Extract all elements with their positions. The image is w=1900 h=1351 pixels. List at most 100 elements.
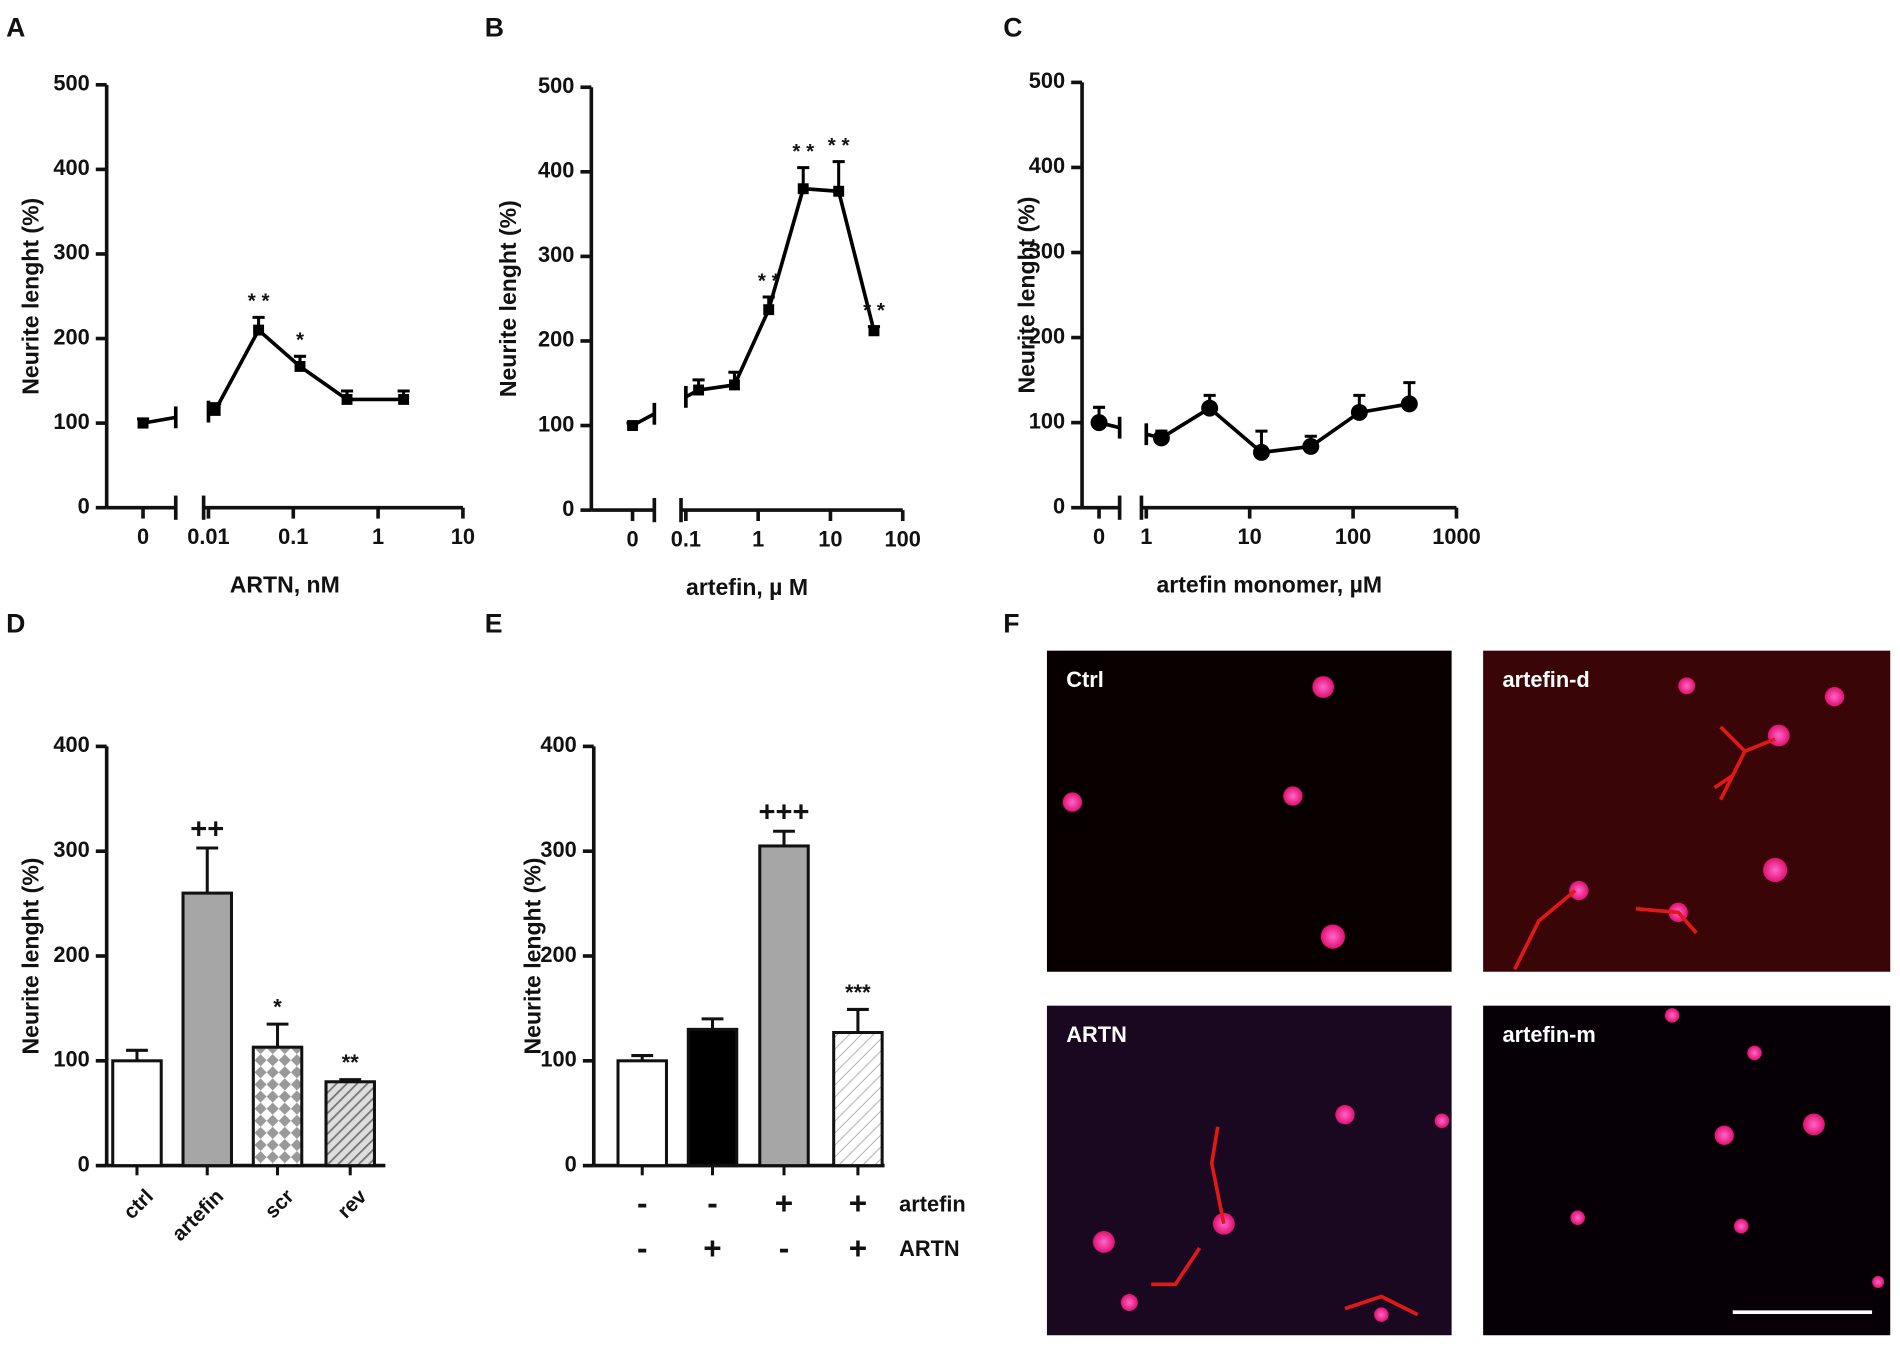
x-tick-label: 100 xyxy=(885,526,921,551)
marker xyxy=(763,304,775,316)
x-axis-label: artefin, µ M xyxy=(686,574,808,600)
x-tick-label: 1 xyxy=(1140,524,1152,549)
y-tick-label: 200 xyxy=(1029,323,1065,348)
marker xyxy=(209,404,221,416)
y-tick-label: 200 xyxy=(540,942,576,967)
condition-sign: - xyxy=(637,1230,648,1266)
panel-letter: B xyxy=(485,12,504,42)
bar xyxy=(251,1045,304,1168)
y-tick-label: 500 xyxy=(53,71,89,96)
series-line xyxy=(698,186,876,392)
bar xyxy=(616,1059,668,1168)
significance: * xyxy=(296,329,304,352)
marker xyxy=(137,417,149,429)
marker xyxy=(868,325,880,337)
y-tick-label: 300 xyxy=(538,242,574,267)
x-tick-label: artefin xyxy=(168,1185,229,1246)
micrograph xyxy=(1483,650,1891,972)
significance: * * xyxy=(863,299,885,322)
bar xyxy=(181,891,234,1168)
x-tick-label: 0 xyxy=(1093,524,1105,549)
y-tick-label: 0 xyxy=(78,493,90,518)
marker xyxy=(833,185,845,197)
marker xyxy=(398,393,410,405)
error-bar xyxy=(847,1007,869,1033)
error-bar xyxy=(773,829,795,846)
marker xyxy=(627,420,638,431)
error-bar xyxy=(196,846,219,894)
marker xyxy=(294,360,306,372)
condition-sign: - xyxy=(779,1230,790,1266)
y-tick-label: 400 xyxy=(53,155,89,180)
y-tick-label: 500 xyxy=(538,73,574,98)
panel-letter: A xyxy=(6,12,25,42)
image-label: ARTN xyxy=(1066,1022,1127,1047)
bar xyxy=(686,1027,739,1168)
y-tick-label: 100 xyxy=(1029,408,1065,433)
y-axis-label: Neurite lenght (%) xyxy=(495,200,521,397)
image-label: artefin-m xyxy=(1503,1022,1596,1047)
micrograph xyxy=(1483,1005,1891,1336)
marker xyxy=(1201,399,1219,417)
y-axis-label: Neurite lenght (%) xyxy=(18,198,44,395)
significance: * * xyxy=(828,134,850,157)
x-axis-label: ARTN, nM xyxy=(230,572,340,598)
y-tick-label: 200 xyxy=(53,324,89,349)
error-bar xyxy=(266,1022,289,1048)
micrograph xyxy=(1046,1005,1452,1336)
micrograph xyxy=(1046,650,1452,972)
significance: * xyxy=(273,994,282,1019)
condition-sign: + xyxy=(849,1230,867,1266)
significance: ++ xyxy=(190,813,224,845)
bar xyxy=(324,1080,376,1168)
significance: * * xyxy=(758,269,780,292)
x-tick-label: ctrl xyxy=(119,1185,158,1224)
micrographs xyxy=(1046,650,1891,1336)
marker xyxy=(693,384,705,396)
y-tick-label: 0 xyxy=(1053,493,1065,518)
bar xyxy=(832,1030,884,1168)
marker xyxy=(1350,403,1368,421)
x-tick-label: 10 xyxy=(818,526,842,551)
significance: +++ xyxy=(759,797,810,829)
y-tick-label: 300 xyxy=(53,240,89,265)
error-bar xyxy=(126,1048,148,1061)
row-label: artefin xyxy=(899,1191,966,1216)
y-tick-label: 300 xyxy=(1029,238,1065,263)
x-tick-label: 10 xyxy=(1238,524,1262,549)
x-tick-label: 0.1 xyxy=(278,524,308,549)
bar xyxy=(758,844,810,1168)
y-tick-label: 400 xyxy=(540,732,576,757)
condition-sign: + xyxy=(703,1230,721,1266)
significance: *** xyxy=(845,980,871,1005)
x-axis-label: artefin monomer, µM xyxy=(1156,572,1382,598)
x-tick-label: 0.01 xyxy=(187,524,229,549)
image-label: Ctrl xyxy=(1066,667,1104,692)
x-tick-label: rev xyxy=(333,1184,372,1223)
y-axis-label: Neurite lenght (%) xyxy=(1014,197,1040,394)
condition-sign: + xyxy=(849,1185,867,1221)
marker xyxy=(728,379,740,391)
image-label: artefin-d xyxy=(1503,667,1590,692)
panel-letter: D xyxy=(6,608,25,638)
significance: * * xyxy=(248,290,270,313)
y-tick-label: 200 xyxy=(538,327,574,352)
y-tick-label: 100 xyxy=(538,411,574,436)
x-tick-label: scr xyxy=(260,1185,298,1223)
y-axis-label: Neurite lenght (%) xyxy=(519,858,545,1055)
x-tick-label: 0.1 xyxy=(671,526,701,551)
marker xyxy=(341,393,353,405)
significance: * * xyxy=(792,140,814,163)
condition-sign: - xyxy=(707,1185,718,1221)
y-tick-label: 400 xyxy=(1029,153,1065,178)
y-tick-label: 300 xyxy=(53,837,89,862)
y-tick-label: 100 xyxy=(53,1047,89,1072)
marker xyxy=(1252,443,1270,461)
x-tick-label: 1 xyxy=(372,524,384,549)
y-tick-label: 200 xyxy=(53,942,89,967)
panel-letter: E xyxy=(485,608,503,638)
y-tick-label: 500 xyxy=(1029,68,1065,93)
y-tick-label: 0 xyxy=(78,1151,90,1176)
row-label: ARTN xyxy=(899,1236,960,1261)
